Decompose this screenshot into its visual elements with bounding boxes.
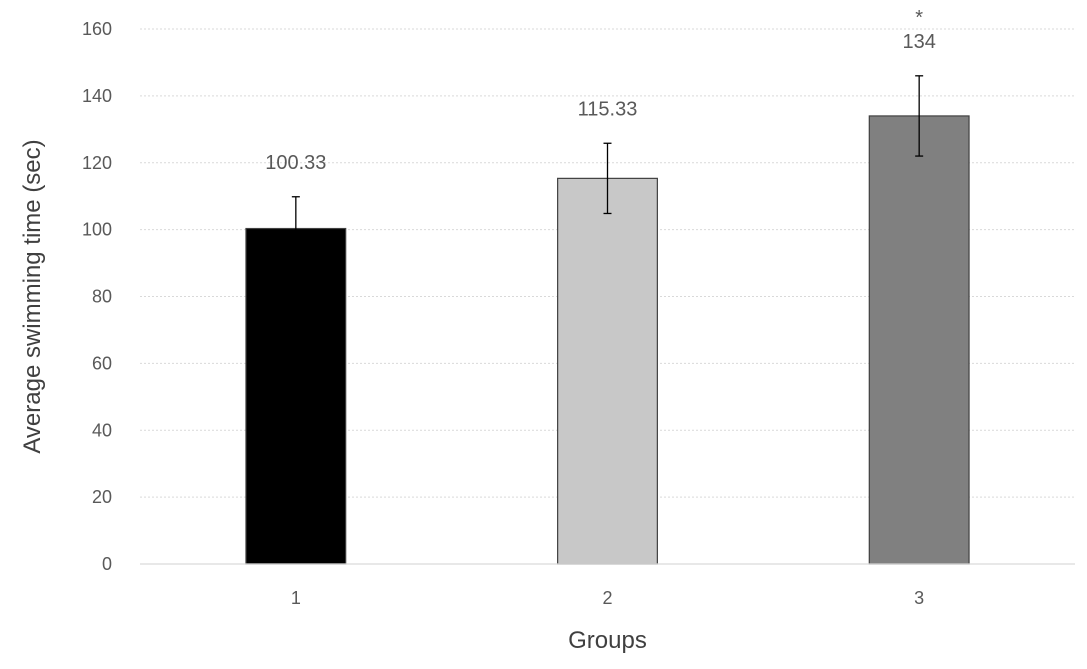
x-tick-label: 1 <box>291 588 301 608</box>
y-tick-label: 160 <box>82 19 112 39</box>
significance-marker: * <box>915 7 923 29</box>
data-label: 100.33 <box>265 152 326 174</box>
x-tick-label: 3 <box>914 588 924 608</box>
y-tick-label: 120 <box>82 153 112 173</box>
y-tick-label: 0 <box>102 554 112 574</box>
x-axis-title: Groups <box>568 627 647 654</box>
y-tick-label: 80 <box>92 287 112 307</box>
bar-group-2 <box>557 177 658 565</box>
data-labels: 100.33 115.33 134* <box>265 7 936 174</box>
data-label: 115.33 <box>578 98 638 120</box>
bar-group-1 <box>245 227 347 565</box>
y-tick-label: 20 <box>92 487 112 507</box>
y-tick-label: 60 <box>92 353 112 373</box>
error-bars <box>291 75 924 261</box>
bar-group-3 <box>868 115 970 565</box>
y-axis-title: Average swimming time (sec) <box>19 139 46 453</box>
x-axis-ticks: 1 2 3 <box>291 588 924 608</box>
y-tick-label: 140 <box>82 86 112 106</box>
y-tick-label: 40 <box>92 420 112 440</box>
y-axis-ticks: 0 20 40 60 80 100 120 140 160 <box>82 19 112 574</box>
x-tick-label: 2 <box>602 588 612 608</box>
y-tick-label: 100 <box>82 220 112 240</box>
data-label: 134 <box>902 31 935 53</box>
